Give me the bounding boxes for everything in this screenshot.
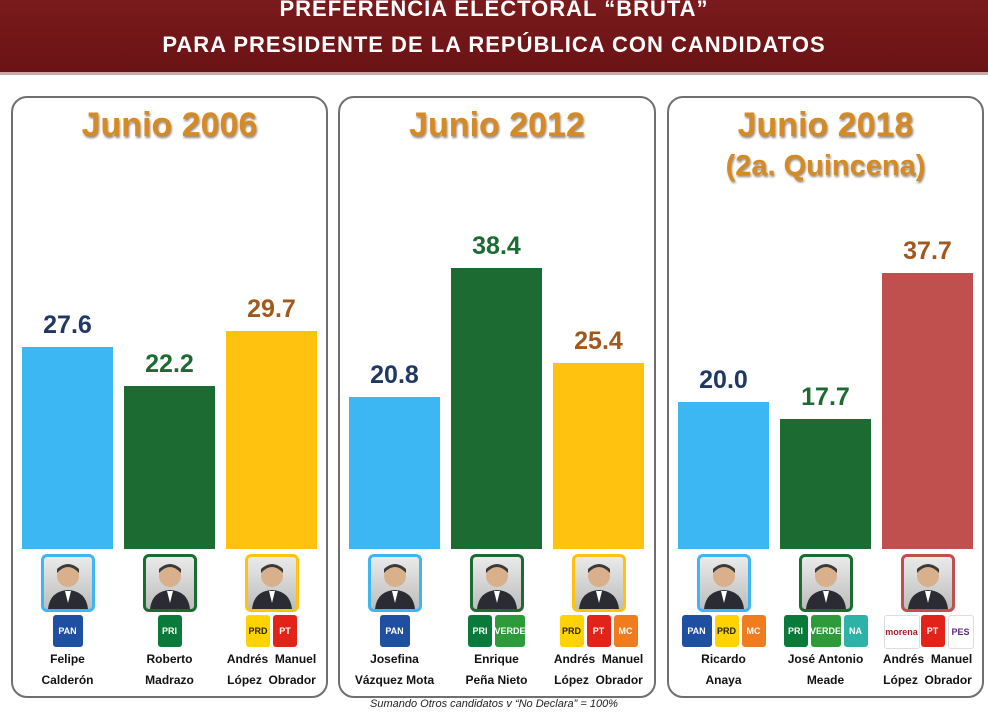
bar-2 <box>124 386 215 549</box>
party-logo-mc-icon: MC <box>614 615 638 647</box>
header-title-line1: PREFERENCIA ELECTORAL “BRUTA” <box>0 0 988 22</box>
party-logo-pri-icon: PRI <box>784 615 808 647</box>
chart-panel-2018: Junio 2018 (2a. Quincena) 20.0 PAN PRD MC Ri… <box>667 96 984 698</box>
party-logo-pri-icon: PRI <box>158 615 182 647</box>
party-logo-verde-icon: VERDE <box>495 615 525 647</box>
header-title-line2: PARA PRESIDENTE DE LA REPÚBLICA CON CAND… <box>0 32 988 58</box>
bar-2 <box>780 419 871 549</box>
party-logo-pt-icon: PT <box>921 615 945 647</box>
candidate-photo <box>245 554 299 612</box>
candidate-name-line1: Andrés Manuel <box>539 649 659 670</box>
party-logo-pan-icon: PAN <box>53 615 83 647</box>
chart-panel-2006: Junio 2006 27.6 PAN Felipe Calderón 22.2 PRI R… <box>11 96 328 698</box>
party-logo-prd-icon: PRD <box>246 615 270 647</box>
bar-3 <box>553 363 644 549</box>
party-logo-pt-icon: PT <box>273 615 297 647</box>
candidate-name-line2: López Obrador <box>539 670 659 691</box>
party-logo-pri-icon: PRI <box>468 615 492 647</box>
party-logo-pes-icon: PES <box>948 615 974 649</box>
candidate-photo <box>799 554 853 612</box>
chart-panel-2012: Junio 2012 20.8 PAN Josefina Vázquez Mota 38… <box>338 96 656 698</box>
footnote: Sumando Otros candidatos v “No Declara” … <box>0 698 988 710</box>
candidate-photo <box>470 554 524 612</box>
party-logo-prd-icon: PRD <box>560 615 584 647</box>
bar-value-label: 37.7 <box>868 237 988 266</box>
candidate-name: Andrés Manuel López Obrador <box>212 649 332 691</box>
party-logo-morena-icon: morena <box>884 615 920 649</box>
bar-value-label: 29.7 <box>212 295 332 324</box>
party-logo-pan-icon: PAN <box>380 615 410 647</box>
party-logo-prd-icon: PRD <box>715 615 739 647</box>
party-logo-na-icon: NA <box>844 615 868 647</box>
candidate-photo <box>143 554 197 612</box>
bar-value-label: 25.4 <box>539 327 659 356</box>
candidate-name-line2: López Obrador <box>212 670 332 691</box>
panel-title: Junio 2018 <box>669 106 982 145</box>
candidate-photo <box>572 554 626 612</box>
candidate-photo <box>697 554 751 612</box>
candidate-photo <box>901 554 955 612</box>
party-logo-pt-icon: PT <box>587 615 611 647</box>
party-logo-verde-icon: VERDE <box>811 615 841 647</box>
panel-title: Junio 2006 <box>13 106 326 145</box>
panel-subtitle: (2a. Quincena) <box>669 150 982 183</box>
bar-1 <box>22 347 113 549</box>
bar-1 <box>349 397 440 549</box>
candidate-name-line1: Andrés Manuel <box>868 649 988 670</box>
candidate-name-line2: López Obrador <box>868 670 988 691</box>
bar-3 <box>226 331 317 549</box>
candidate-photo <box>41 554 95 612</box>
candidate-name: Andrés Manuel López Obrador <box>539 649 659 691</box>
bar-1 <box>678 402 769 549</box>
candidate-photo <box>368 554 422 612</box>
panel-title: Junio 2012 <box>340 106 654 145</box>
bar-value-label: 20.8 <box>335 361 455 390</box>
candidate-name: Andrés Manuel López Obrador <box>868 649 988 691</box>
bar-value-label: 17.7 <box>766 383 886 412</box>
bar-3 <box>882 273 973 549</box>
candidate-name-line1: Andrés Manuel <box>212 649 332 670</box>
header-banner: PREFERENCIA ELECTORAL “BRUTA” PARA PRESI… <box>0 0 988 75</box>
bar-value-label: 22.2 <box>110 350 230 379</box>
bar-value-label: 27.6 <box>8 311 128 340</box>
bar-2 <box>451 268 542 549</box>
bar-value-label: 38.4 <box>437 232 557 261</box>
party-logo-mc-icon: MC <box>742 615 766 647</box>
party-logo-pan-icon: PAN <box>682 615 712 647</box>
